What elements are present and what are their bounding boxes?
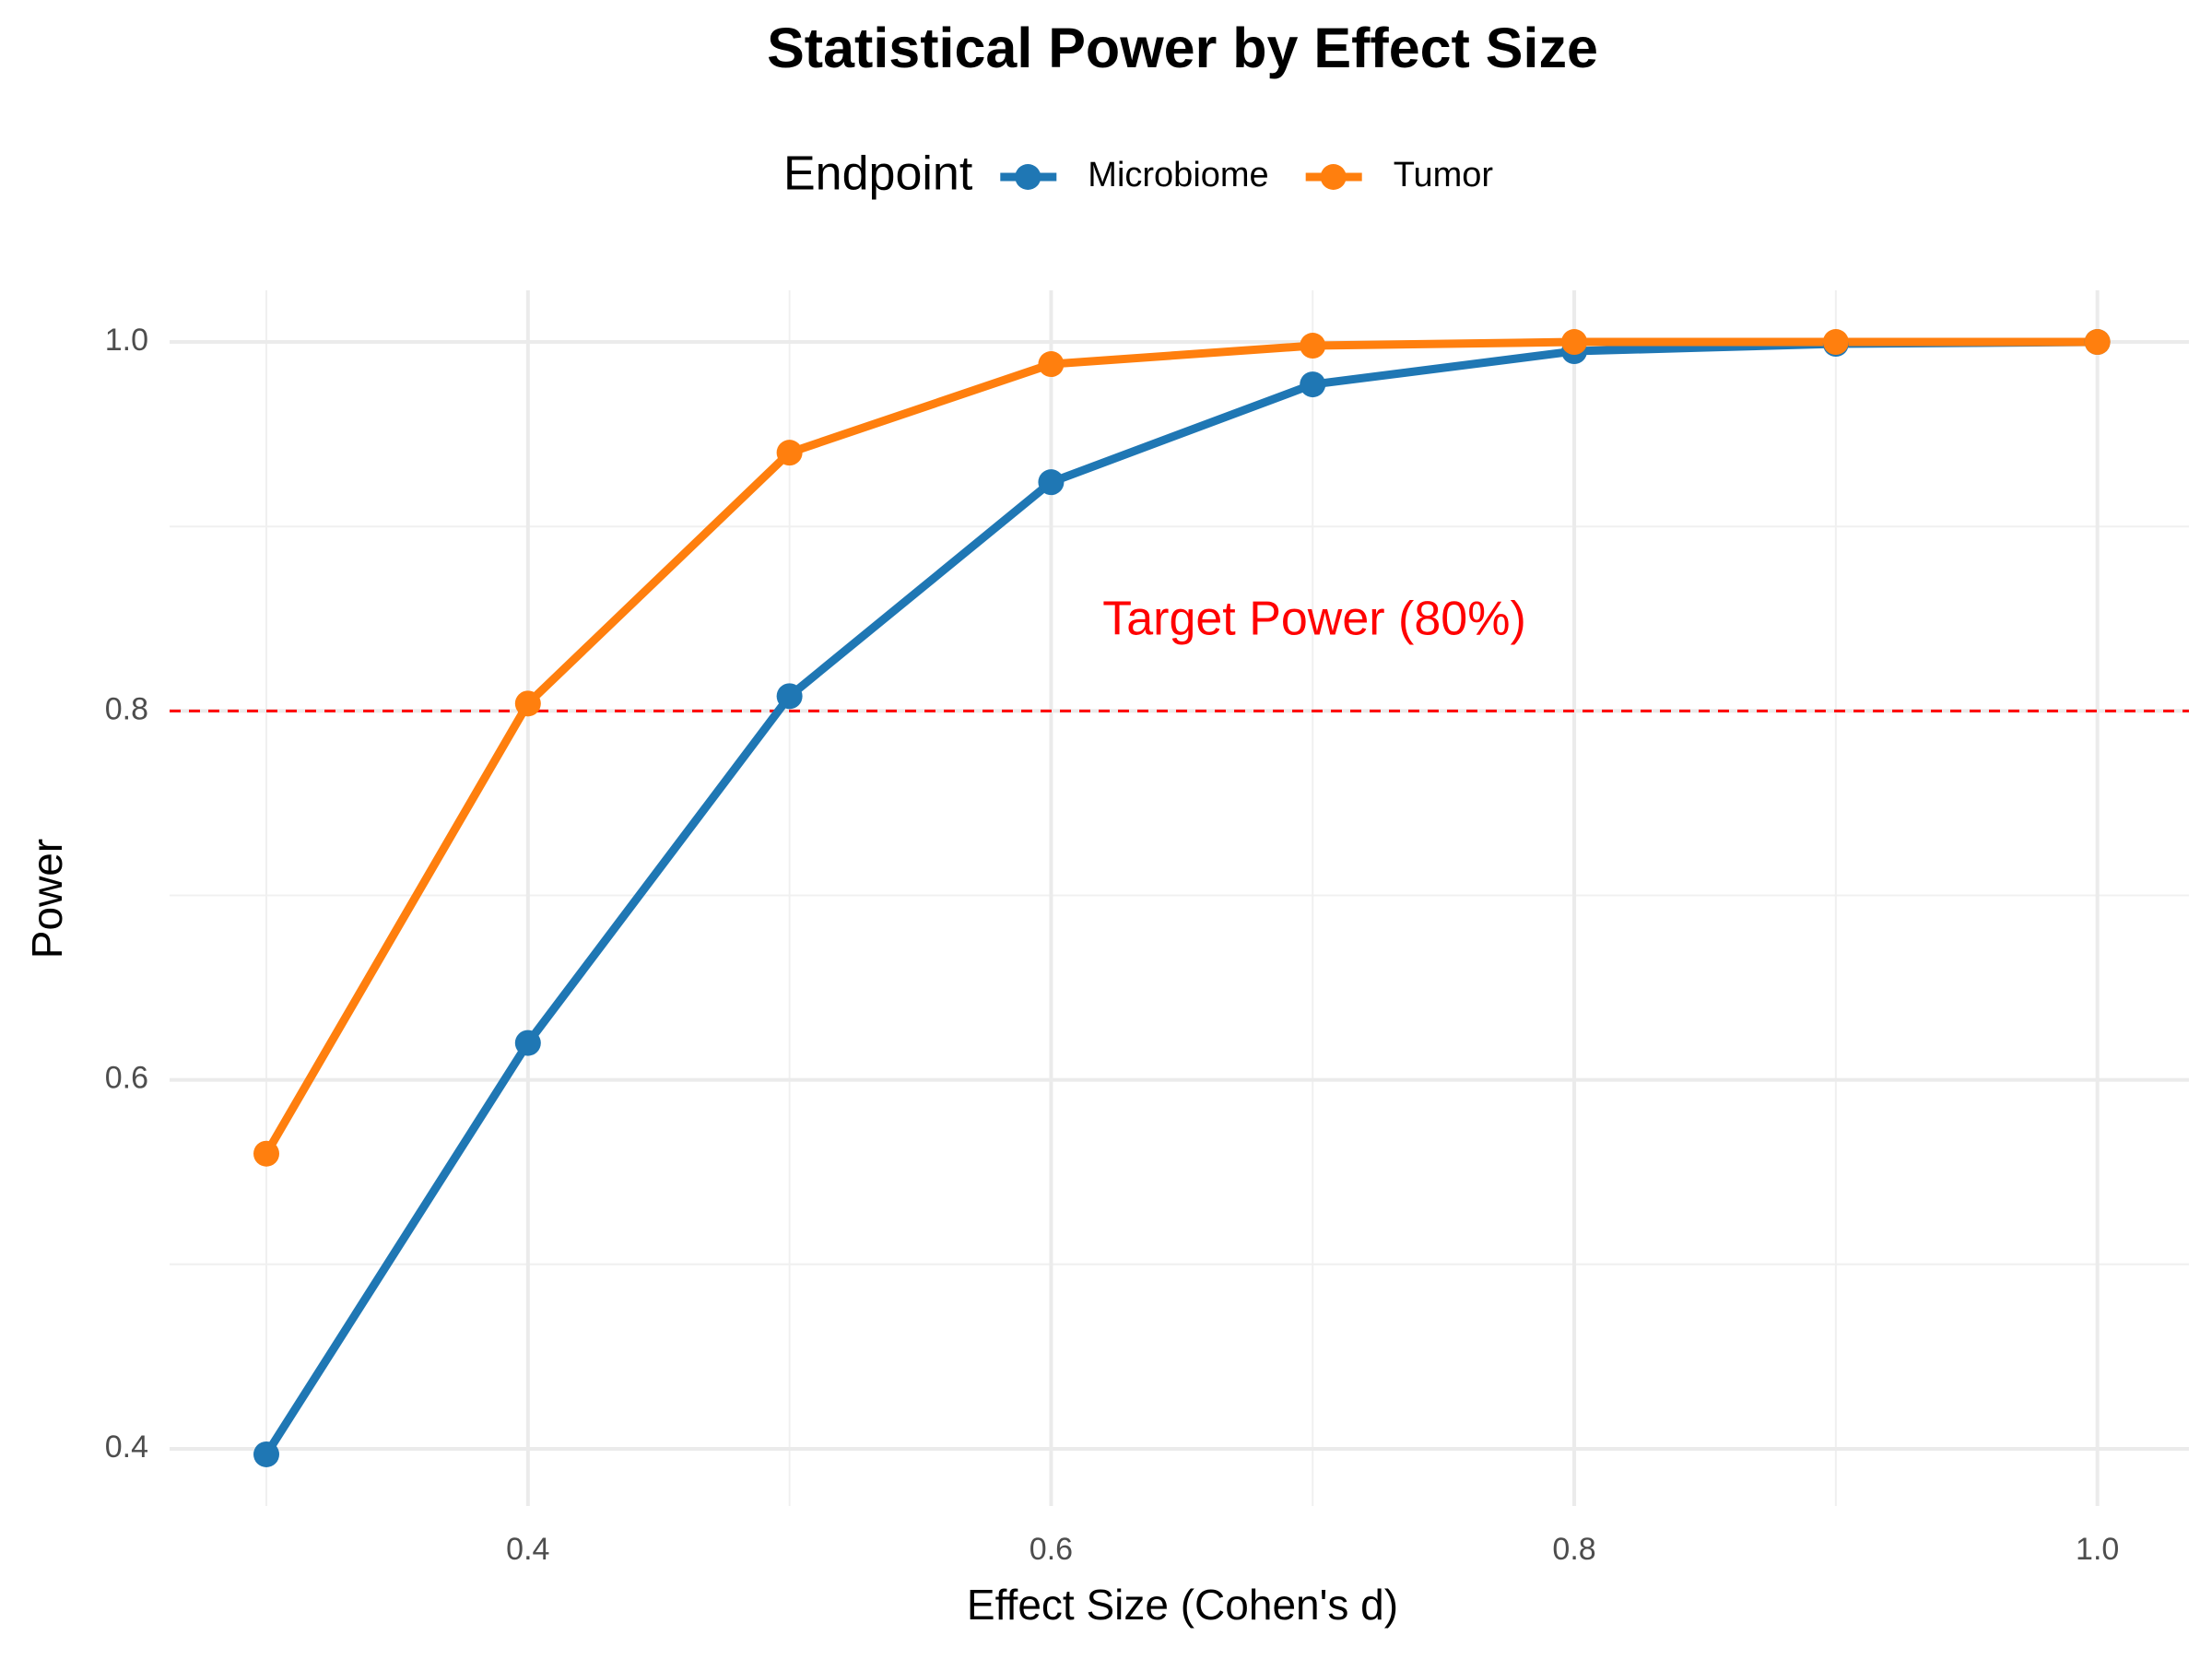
data-point bbox=[253, 1140, 280, 1167]
data-point bbox=[1300, 333, 1326, 359]
y-tick-label: 0.8 bbox=[105, 691, 148, 726]
data-point bbox=[776, 440, 803, 466]
y-tick-label: 0.6 bbox=[105, 1061, 148, 1096]
data-point bbox=[1561, 329, 1588, 356]
data-point bbox=[776, 683, 803, 710]
data-point bbox=[1038, 351, 1065, 378]
y-tick-label: 0.4 bbox=[105, 1430, 148, 1465]
legend-label: Tumor bbox=[1394, 156, 1494, 194]
data-point bbox=[2084, 329, 2111, 356]
chart-title: Statistical Power by Effect Size bbox=[767, 17, 1598, 79]
grid bbox=[170, 290, 2189, 1506]
reference-label: Target Power (80%) bbox=[1102, 593, 1526, 646]
data-point bbox=[1038, 469, 1065, 496]
legend: Endpoint Microbiome Tumor bbox=[783, 147, 1493, 201]
legend-key bbox=[1015, 164, 1041, 190]
series-line bbox=[263, 337, 2098, 1457]
legend-key bbox=[1320, 164, 1347, 190]
legend-title: Endpoint bbox=[783, 147, 973, 201]
data-point bbox=[514, 1030, 541, 1056]
data-point bbox=[1300, 371, 1326, 398]
x-axis-title: Effect Size (Cohen's d) bbox=[967, 1581, 1398, 1629]
y-axis-title: Power bbox=[23, 839, 71, 959]
series-line bbox=[263, 337, 2098, 1156]
data-point bbox=[253, 1441, 280, 1467]
x-tick-label: 0.6 bbox=[1030, 1532, 1073, 1567]
x-tick-label: 0.8 bbox=[1552, 1532, 1595, 1567]
legend-label: Microbiome bbox=[1088, 156, 1268, 194]
x-tick-label: 0.4 bbox=[506, 1532, 549, 1567]
y-tick-label: 1.0 bbox=[105, 323, 148, 358]
x-tick-label: 1.0 bbox=[2076, 1532, 2119, 1567]
data-point bbox=[514, 690, 541, 717]
data-point bbox=[1822, 329, 1849, 356]
plot-area: Target Power (80%) bbox=[170, 329, 2189, 1467]
